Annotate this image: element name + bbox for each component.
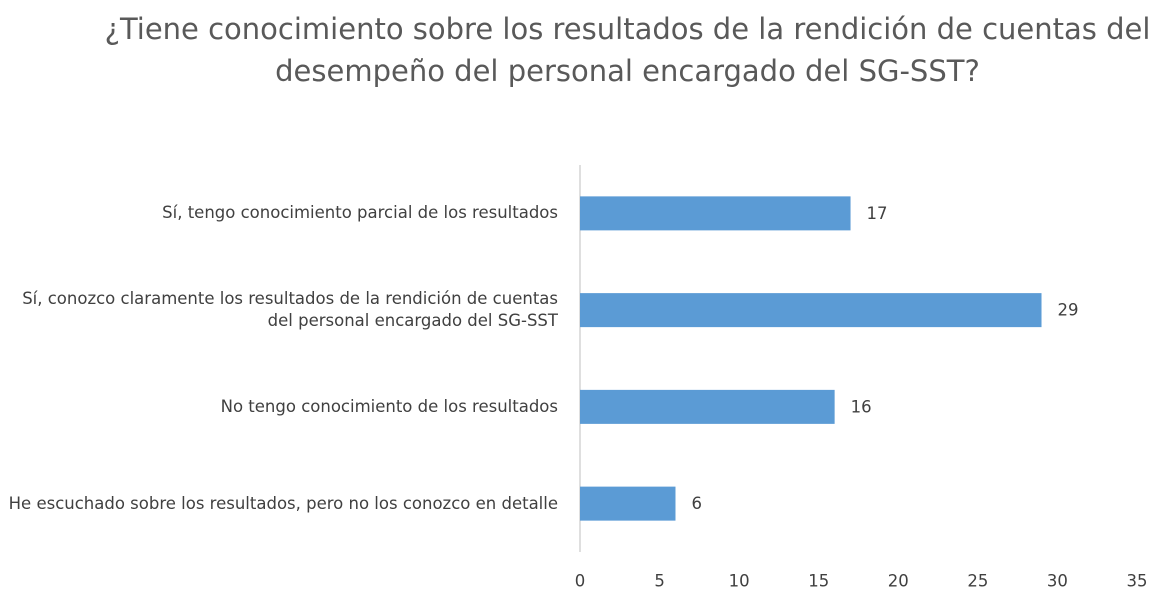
x-tick-label: 35 bbox=[1127, 572, 1148, 591]
y-tick-label: Sí, conozco claramente los resultados de… bbox=[22, 289, 558, 331]
bar bbox=[580, 196, 851, 231]
data-label: 16 bbox=[851, 397, 872, 416]
x-tick-label: 5 bbox=[654, 572, 665, 591]
y-tick-label: No tengo conocimiento de los resultados bbox=[220, 396, 558, 416]
x-tick-label: 30 bbox=[1047, 572, 1068, 591]
chart-title: ¿Tiene conocimiento sobre los resultados… bbox=[104, 12, 1151, 88]
x-tick-label: 15 bbox=[808, 572, 829, 591]
y-tick-label: Sí, tengo conocimiento parcial de los re… bbox=[162, 203, 558, 223]
x-tick-label: 10 bbox=[729, 572, 750, 591]
x-tick-label: 0 bbox=[575, 572, 586, 591]
bar bbox=[580, 486, 676, 521]
data-label: 6 bbox=[691, 494, 702, 513]
data-label: 17 bbox=[867, 204, 888, 223]
x-tick-label: 25 bbox=[967, 572, 988, 591]
bar bbox=[580, 293, 1042, 328]
y-tick-label: He escuchado sobre los resultados, pero … bbox=[8, 493, 558, 513]
data-label: 29 bbox=[1058, 301, 1079, 320]
bar bbox=[580, 389, 835, 424]
x-tick-label: 20 bbox=[888, 572, 909, 591]
